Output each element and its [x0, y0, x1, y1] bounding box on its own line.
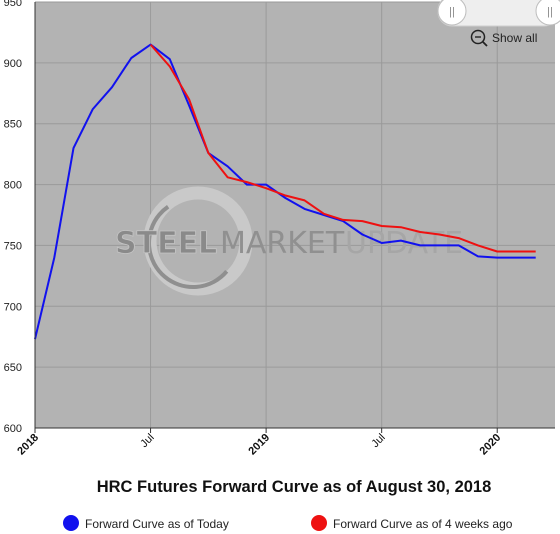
- y-tick-label: 650: [4, 362, 22, 374]
- x-tick-label: 2020: [478, 432, 504, 458]
- slider-handle-icon[interactable]: [437, 0, 467, 26]
- x-tick-label: 2018: [15, 432, 41, 458]
- watermark-logo-ring-shadow: [147, 197, 239, 289]
- zoom-out-icon[interactable]: [470, 29, 486, 45]
- y-tick-label: 950: [4, 0, 22, 9]
- horizontal-grid: [35, 1, 555, 429]
- show-all-button[interactable]: Show all: [470, 29, 538, 47]
- legend-item-today[interactable]: Forward Curve as of Today: [63, 515, 229, 531]
- y-tick-label: 800: [4, 180, 22, 192]
- y-tick-label: 750: [4, 240, 22, 252]
- y-tick-label: 850: [4, 119, 22, 131]
- slider-handle-left[interactable]: ||: [437, 0, 467, 26]
- zoom-out-icon-handle: [482, 41, 488, 47]
- slider-handle-icon[interactable]: [535, 0, 560, 26]
- y-axis-ticks: 600 650 700 750 800 850 900 950: [4, 0, 22, 435]
- plot-area: [35, 2, 555, 428]
- x-tick-label: Jul: [369, 432, 387, 450]
- series-line-4-weeks-ago: [149, 43, 536, 253]
- series-line-today: [34, 43, 536, 340]
- watermark-word-market: MARKET: [220, 226, 345, 261]
- x-axis-ticks: 2018 Jul 2019 Jul 2020: [15, 428, 503, 457]
- watermark-word-update: UPDATE: [345, 226, 463, 261]
- watermark: STEEL MARKET UPDATE: [115, 186, 463, 296]
- chart-title: HRC Futures Forward Curve as of August 3…: [97, 478, 492, 496]
- y-tick-label: 900: [4, 58, 22, 70]
- slider-handle-right[interactable]: ||: [535, 0, 560, 26]
- legend: Forward Curve as of Today Forward Curve …: [63, 515, 513, 531]
- watermark-word-steel: STEEL: [115, 226, 217, 261]
- x-tick-label: Jul: [138, 432, 156, 450]
- legend-label-4-weeks-ago: Forward Curve as of 4 weeks ago: [333, 517, 513, 531]
- slider-handle-left-glyph: ||: [449, 6, 455, 18]
- legend-marker-today: [63, 515, 79, 531]
- legend-label-today: Forward Curve as of Today: [85, 517, 229, 531]
- legend-marker-4-weeks-ago: [311, 515, 327, 531]
- y-tick-label: 700: [4, 301, 22, 313]
- series-layer: [34, 43, 536, 340]
- range-slider[interactable]: || ||: [437, 0, 560, 27]
- slider-handle-right-glyph: ||: [547, 6, 553, 18]
- show-all-label[interactable]: Show all: [492, 31, 537, 45]
- x-tick-label: 2019: [246, 432, 272, 458]
- y-tick-label: 600: [4, 423, 22, 435]
- legend-item-4-weeks-ago[interactable]: Forward Curve as of 4 weeks ago: [311, 515, 513, 531]
